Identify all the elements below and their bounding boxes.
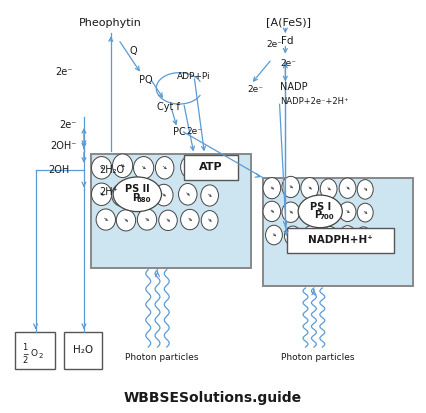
Text: 2H₂O: 2H₂O [100,165,124,175]
Text: PS I: PS I [310,202,331,212]
Ellipse shape [181,209,199,230]
Text: 700: 700 [319,214,334,220]
Ellipse shape [133,157,154,179]
Text: 1: 1 [23,342,28,351]
Bar [64,332,101,370]
Text: Cyt f: Cyt f [158,102,180,112]
Text: 2e⁻: 2e⁻ [248,85,263,95]
Text: 2e⁻: 2e⁻ [280,59,296,69]
Ellipse shape [132,183,153,206]
Ellipse shape [137,209,157,230]
Ellipse shape [301,201,319,222]
Text: ADP+Pi: ADP+Pi [177,72,211,81]
Ellipse shape [92,157,112,179]
Ellipse shape [112,154,132,178]
Text: 2e⁻: 2e⁻ [266,40,282,49]
Ellipse shape [357,203,373,222]
Ellipse shape [357,180,373,199]
Ellipse shape [178,183,197,205]
Bar [263,178,413,286]
Ellipse shape [181,156,199,178]
Text: 2e⁻: 2e⁻ [59,120,76,130]
Text: ─: ─ [23,349,27,358]
Text: Pheophytin: Pheophytin [78,18,141,28]
Text: Photon particles: Photon particles [280,353,354,362]
Text: 2H⁺: 2H⁺ [100,187,118,197]
Text: 2e⁻: 2e⁻ [56,67,73,77]
Ellipse shape [263,178,281,199]
Ellipse shape [298,195,342,228]
Ellipse shape [356,227,371,245]
Ellipse shape [322,226,338,245]
Text: O: O [31,349,38,358]
Bar [287,228,394,253]
Ellipse shape [116,210,135,231]
Text: 2: 2 [39,353,43,359]
Bar [184,155,238,180]
Text: Q: Q [130,46,137,56]
Text: ATP: ATP [199,162,223,172]
Ellipse shape [339,178,356,198]
Text: PS II: PS II [125,184,150,195]
Ellipse shape [301,178,319,199]
Text: H₂O: H₂O [72,345,93,355]
Ellipse shape [339,202,356,222]
Ellipse shape [282,202,299,222]
Ellipse shape [265,225,282,245]
Ellipse shape [112,184,132,206]
Ellipse shape [155,157,174,179]
Ellipse shape [201,185,219,206]
Ellipse shape [113,177,161,211]
Text: NADP+2e⁻+2H⁺: NADP+2e⁻+2H⁺ [280,97,349,106]
Bar [91,154,251,268]
Text: Fd: Fd [281,36,293,46]
Text: PQ: PQ [139,75,153,85]
Ellipse shape [159,210,177,230]
Text: 2OH⁻: 2OH⁻ [50,141,76,151]
Text: WBBSESolutions.guide: WBBSESolutions.guide [124,391,302,405]
Text: 680: 680 [137,197,151,202]
Text: 2e⁻: 2e⁻ [187,127,202,135]
Text: P: P [132,193,139,203]
Ellipse shape [96,209,115,230]
Text: Photon particles: Photon particles [125,353,199,362]
Ellipse shape [320,202,337,222]
Ellipse shape [263,201,281,222]
Text: P: P [314,211,322,221]
Ellipse shape [320,179,337,199]
Ellipse shape [92,183,112,206]
Ellipse shape [201,211,218,230]
Text: PC: PC [173,127,186,137]
Text: 2OH: 2OH [48,165,69,175]
Ellipse shape [303,225,320,245]
Ellipse shape [282,176,299,197]
Text: 2: 2 [23,356,28,365]
Text: NADP: NADP [280,82,308,92]
Text: NADPH+H⁺: NADPH+H⁺ [308,235,372,245]
Ellipse shape [285,226,301,246]
Ellipse shape [202,159,221,180]
Text: [A(FeS)]: [A(FeS)] [266,17,311,27]
Ellipse shape [155,184,173,206]
Ellipse shape [340,225,356,244]
Bar [15,332,55,370]
